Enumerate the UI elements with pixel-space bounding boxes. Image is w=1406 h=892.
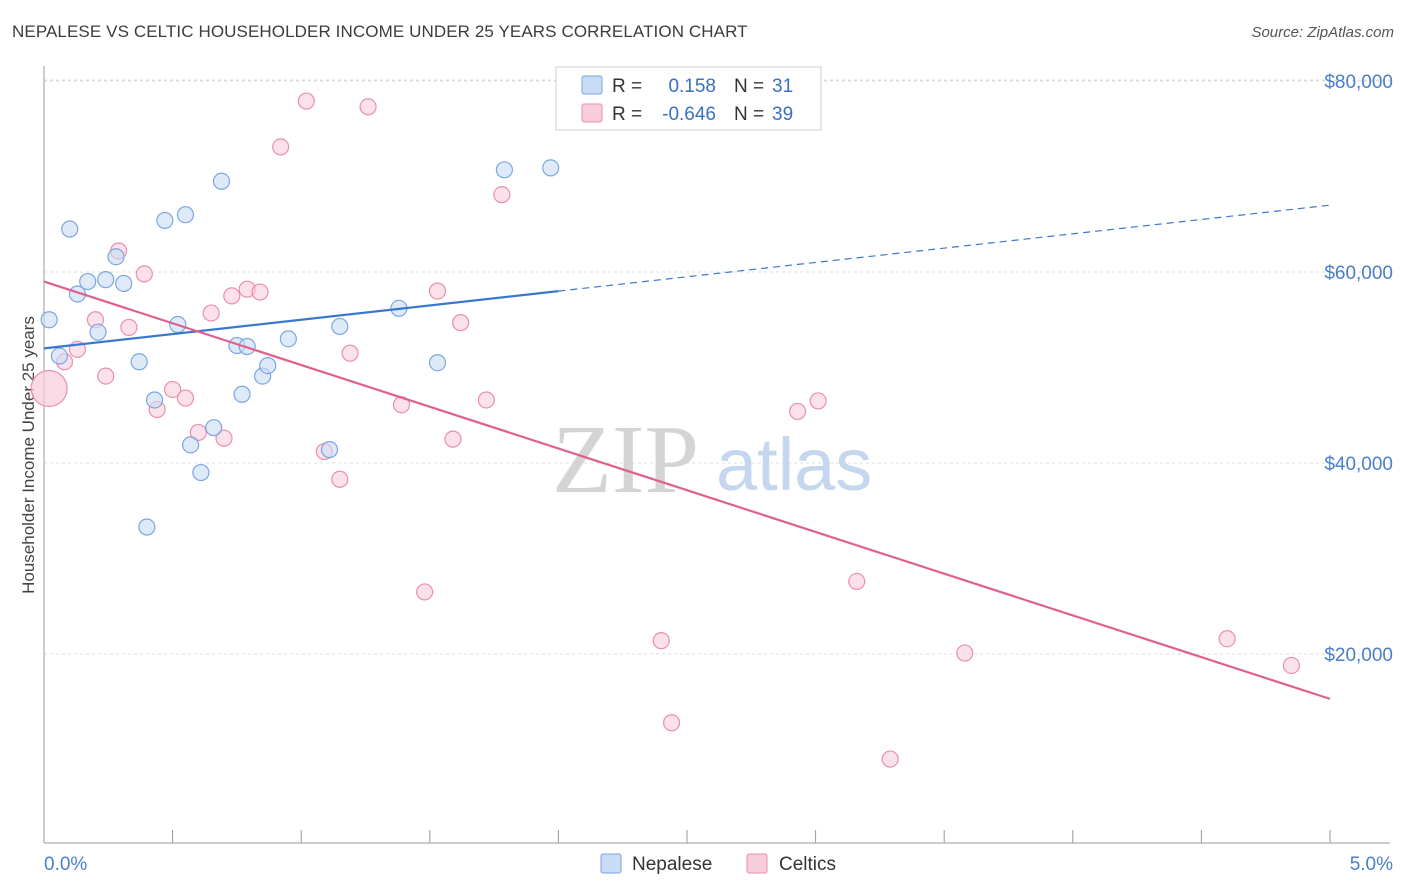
nepalese-point: [79, 272, 97, 291]
nepalese-point: [495, 161, 513, 179]
celtics-point: [341, 344, 359, 362]
nepalese-point: [97, 271, 115, 289]
nepalese-point: [89, 323, 107, 341]
legend-bottom: Nepalese Celtics: [600, 853, 836, 875]
celtics-point: [493, 186, 511, 204]
nepalese-point: [61, 220, 79, 238]
legend-r-value-nepalese: 0.158: [668, 76, 716, 97]
celtics-point: [331, 470, 349, 488]
celtics-point: [956, 644, 974, 662]
nepalese-point: [331, 317, 349, 336]
celtics-point: [452, 314, 470, 332]
celtics-point: [652, 632, 670, 650]
celtics-point: [359, 98, 377, 116]
legend-swatch-celtics: [581, 103, 603, 123]
celtics-point: [416, 583, 434, 601]
celtics-point: [1218, 630, 1236, 648]
nepalese-point: [279, 330, 297, 348]
celtics-point: [444, 430, 462, 448]
celtics-point: [97, 367, 115, 385]
celtics-point: [1282, 656, 1301, 675]
nepalese-point: [176, 206, 195, 224]
celtics-point: [662, 714, 681, 732]
nepalese-point: [428, 354, 447, 372]
bottom-legend-swatch-nepalese: [600, 853, 622, 874]
nepalese-point: [130, 353, 148, 371]
legend-n-label-nepalese: N =: [734, 76, 764, 97]
y-tick-label: $60,000: [1324, 263, 1393, 284]
bottom-legend-swatch-celtics: [746, 853, 768, 874]
celtics-point: [135, 265, 153, 283]
nepalese-points: [40, 159, 560, 536]
celtics-point: [189, 423, 207, 442]
nepalese-point: [145, 391, 164, 409]
chart-title: NEPALESE VS CELTIC HOUSEHOLDER INCOME UN…: [12, 22, 748, 41]
y-tick-label: $40,000: [1324, 454, 1393, 475]
nepalese-trend-extension: [558, 204, 1331, 292]
nepalese-point: [115, 274, 133, 293]
celtics-point: [164, 380, 182, 399]
celtics-point: [881, 750, 899, 768]
celtics-point: [477, 391, 495, 409]
celtics-point: [809, 392, 827, 410]
nepalese-point: [192, 463, 210, 482]
source-credit: Source: ZipAtlas.com: [1251, 24, 1394, 41]
nepalese-trend-line: [43, 290, 559, 350]
y-tick-label: $20,000: [1324, 645, 1393, 666]
nepalese-point: [156, 211, 174, 230]
watermark-zip: ZIP: [552, 406, 699, 514]
bottom-legend-label-celtics: Celtics: [779, 854, 836, 875]
nepalese-point: [40, 311, 58, 329]
legend-n-value-celtics: 39: [772, 104, 793, 125]
celtics-point: [176, 389, 195, 407]
celtics-point: [215, 429, 233, 447]
celtics-point: [848, 572, 866, 591]
legend-r-label-nepalese: R =: [612, 76, 642, 97]
nepalese-point: [138, 518, 156, 536]
x-tick-label-max: 5.0%: [1350, 854, 1393, 875]
y-tick-labels: $20,000 $40,000 $60,000 $80,000: [1324, 72, 1393, 666]
nepalese-point: [320, 441, 339, 459]
x-axis-ticks: [43, 830, 1331, 843]
celtics-point: [272, 138, 290, 156]
celtics-point: [297, 92, 315, 110]
celtics-point: [251, 283, 269, 301]
nepalese-point: [542, 159, 560, 177]
x-tick-label-min: 0.0%: [44, 854, 87, 875]
nepalese-point: [182, 436, 200, 454]
nepalese-point: [259, 356, 277, 375]
y-tick-label: $80,000: [1324, 72, 1393, 93]
legend-n-label-celtics: N =: [734, 104, 764, 125]
nepalese-point: [212, 172, 231, 190]
grid-lines: [44, 79, 1392, 655]
nepalese-point: [233, 385, 251, 403]
celtics-point: [788, 402, 807, 421]
celtics-trend-line: [43, 280, 1331, 700]
trend-lines: [43, 204, 1331, 700]
bottom-legend-label-nepalese: Nepalese: [632, 854, 712, 875]
celtics-point: [30, 369, 68, 408]
legend-r-label-celtics: R =: [612, 104, 642, 125]
nepalese-point: [107, 248, 125, 266]
celtics-point: [223, 287, 241, 305]
legend-n-value-nepalese: 31: [772, 76, 793, 97]
watermark-atlas: atlas: [716, 423, 872, 506]
celtics-point: [120, 318, 138, 336]
y-axis-label: Householder Income Under 25 years: [19, 316, 38, 594]
celtics-point: [202, 304, 220, 322]
legend-r-value-celtics: -0.646: [662, 104, 716, 125]
celtics-point: [428, 282, 447, 300]
nepalese-point: [205, 419, 223, 437]
nepalese-point: [50, 347, 69, 365]
legend-swatch-nepalese: [581, 75, 603, 95]
legend-top: R = 0.158 N = 31 R = -0.646 N = 39: [555, 66, 822, 131]
